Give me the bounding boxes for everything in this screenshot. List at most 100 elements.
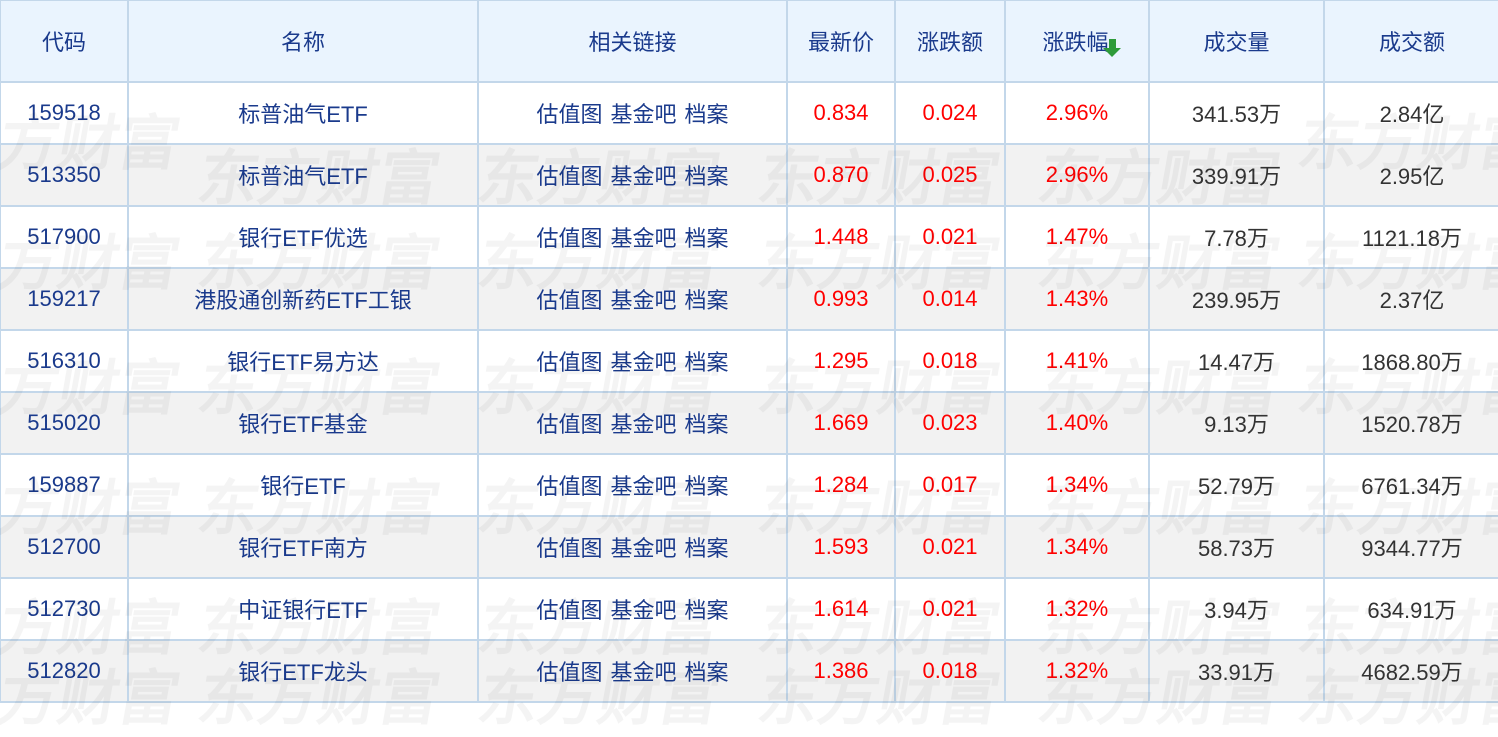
profile-link[interactable]: 档案	[684, 474, 729, 499]
valuation-link[interactable]: 估值图	[536, 102, 603, 127]
valuation-link[interactable]: 估值图	[536, 288, 603, 313]
profile-link[interactable]: 档案	[684, 226, 729, 251]
name-link[interactable]: 银行ETF易方达	[127, 329, 479, 393]
header-pct[interactable]: 涨跌幅	[1004, 0, 1150, 83]
code-link[interactable]: 516310	[0, 329, 129, 393]
links-cell: 估值图 基金吧 档案	[477, 143, 788, 207]
name-link[interactable]: 标普油气ETF	[127, 143, 479, 207]
header-volume[interactable]: 成交量	[1148, 0, 1325, 83]
volume: 339.91万	[1148, 143, 1325, 207]
table-row: 159217 港股通创新药ETF工银 估值图 基金吧 档案 0.993 0.014 …	[0, 267, 1498, 331]
forum-link[interactable]: 基金吧	[610, 164, 677, 189]
table-row: 159887 银行ETF 估值图 基金吧 档案 1.284 0.017 1.34% …	[0, 453, 1498, 517]
valuation-link[interactable]: 估值图	[536, 474, 603, 499]
change: 0.018	[894, 329, 1006, 393]
valuation-link[interactable]: 估值图	[536, 536, 603, 561]
valuation-link[interactable]: 估值图	[536, 660, 603, 685]
change: 0.023	[894, 391, 1006, 455]
change-pct: 1.32%	[1004, 639, 1150, 703]
name-link[interactable]: 银行ETF优选	[127, 205, 479, 269]
amount: 1868.80万	[1323, 329, 1498, 393]
links-cell: 估值图 基金吧 档案	[477, 267, 788, 331]
name-link[interactable]: 港股通创新药ETF工银	[127, 267, 479, 331]
volume: 33.91万	[1148, 639, 1325, 703]
code-link[interactable]: 512700	[0, 515, 129, 579]
valuation-link[interactable]: 估值图	[536, 164, 603, 189]
code-link[interactable]: 159518	[0, 81, 129, 145]
change: 0.024	[894, 81, 1006, 145]
profile-link[interactable]: 档案	[684, 164, 729, 189]
name-link[interactable]: 银行ETF基金	[127, 391, 479, 455]
table-row: 517900 银行ETF优选 估值图 基金吧 档案 1.448 0.021 1.47…	[0, 205, 1498, 269]
profile-link[interactable]: 档案	[684, 288, 729, 313]
name-link[interactable]: 银行ETF	[127, 453, 479, 517]
header-amount[interactable]: 成交额	[1323, 0, 1498, 83]
amount: 2.37亿	[1323, 267, 1498, 331]
table-row: 512820 银行ETF龙头 估值图 基金吧 档案 1.386 0.018 1.32…	[0, 639, 1498, 703]
name-link[interactable]: 银行ETF南方	[127, 515, 479, 579]
amount: 4682.59万	[1323, 639, 1498, 703]
forum-link[interactable]: 基金吧	[610, 350, 677, 375]
links-cell: 估值图 基金吧 档案	[477, 205, 788, 269]
profile-link[interactable]: 档案	[684, 102, 729, 127]
change: 0.021	[894, 577, 1006, 641]
profile-link[interactable]: 档案	[684, 660, 729, 685]
forum-link[interactable]: 基金吧	[610, 226, 677, 251]
valuation-link[interactable]: 估值图	[536, 598, 603, 623]
change: 0.021	[894, 515, 1006, 579]
code-link[interactable]: 159887	[0, 453, 129, 517]
change-pct: 1.40%	[1004, 391, 1150, 455]
name-link[interactable]: 标普油气ETF	[127, 81, 479, 145]
name-link[interactable]: 银行ETF龙头	[127, 639, 479, 703]
links-cell: 估值图 基金吧 档案	[477, 577, 788, 641]
forum-link[interactable]: 基金吧	[610, 536, 677, 561]
code-link[interactable]: 159217	[0, 267, 129, 331]
forum-link[interactable]: 基金吧	[610, 412, 677, 437]
code-link[interactable]: 517900	[0, 205, 129, 269]
change-pct: 1.41%	[1004, 329, 1150, 393]
forum-link[interactable]: 基金吧	[610, 288, 677, 313]
amount: 1520.78万	[1323, 391, 1498, 455]
price: 0.993	[786, 267, 896, 331]
profile-link[interactable]: 档案	[684, 598, 729, 623]
price: 1.448	[786, 205, 896, 269]
valuation-link[interactable]: 估值图	[536, 350, 603, 375]
code-link[interactable]: 513350	[0, 143, 129, 207]
code-link[interactable]: 515020	[0, 391, 129, 455]
profile-link[interactable]: 档案	[684, 536, 729, 561]
price: 1.295	[786, 329, 896, 393]
table-row: 516310 银行ETF易方达 估值图 基金吧 档案 1.295 0.018 1.4…	[0, 329, 1498, 393]
etf-table: 代码 名称 相关链接 最新价 涨跌额 涨跌幅 成交量 成交额 159518 标普…	[0, 0, 1498, 703]
links-cell: 估值图 基金吧 档案	[477, 329, 788, 393]
price: 0.870	[786, 143, 896, 207]
valuation-link[interactable]: 估值图	[536, 412, 603, 437]
price: 1.593	[786, 515, 896, 579]
header-code[interactable]: 代码	[0, 0, 129, 83]
valuation-link[interactable]: 估值图	[536, 226, 603, 251]
forum-link[interactable]: 基金吧	[610, 598, 677, 623]
forum-link[interactable]: 基金吧	[610, 474, 677, 499]
links-cell: 估值图 基金吧 档案	[477, 391, 788, 455]
header-change[interactable]: 涨跌额	[894, 0, 1006, 83]
table-row: 512730 中证银行ETF 估值图 基金吧 档案 1.614 0.021 1.32…	[0, 577, 1498, 641]
code-link[interactable]: 512820	[0, 639, 129, 703]
header-row: 代码 名称 相关链接 最新价 涨跌额 涨跌幅 成交量 成交额	[0, 0, 1498, 83]
table-row: 515020 银行ETF基金 估值图 基金吧 档案 1.669 0.023 1.40…	[0, 391, 1498, 455]
profile-link[interactable]: 档案	[684, 350, 729, 375]
change: 0.018	[894, 639, 1006, 703]
forum-link[interactable]: 基金吧	[610, 102, 677, 127]
forum-link[interactable]: 基金吧	[610, 660, 677, 685]
price: 1.284	[786, 453, 896, 517]
links-cell: 估值图 基金吧 档案	[477, 639, 788, 703]
profile-link[interactable]: 档案	[684, 412, 729, 437]
change: 0.017	[894, 453, 1006, 517]
name-link[interactable]: 中证银行ETF	[127, 577, 479, 641]
table-row: 513350 标普油气ETF 估值图 基金吧 档案 0.870 0.025 2.96…	[0, 143, 1498, 207]
header-name[interactable]: 名称	[127, 0, 479, 83]
volume: 3.94万	[1148, 577, 1325, 641]
change: 0.014	[894, 267, 1006, 331]
code-link[interactable]: 512730	[0, 577, 129, 641]
volume: 14.47万	[1148, 329, 1325, 393]
price: 1.669	[786, 391, 896, 455]
header-price[interactable]: 最新价	[786, 0, 896, 83]
